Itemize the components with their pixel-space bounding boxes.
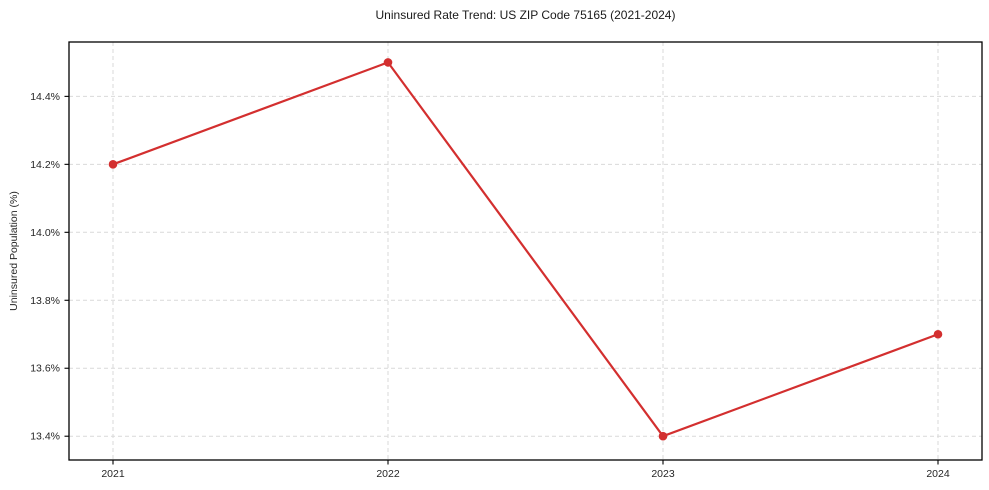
data-point-2024	[933, 329, 943, 339]
trend-line	[112, 61, 939, 438]
x-tick-label: 2021	[101, 468, 125, 480]
x-tick-label: 2023	[651, 468, 675, 480]
chart-title: Uninsured Rate Trend: US ZIP Code 75165 …	[375, 8, 676, 22]
y-tick-label: 13.8%	[30, 295, 60, 307]
y-tick-label: 13.4%	[30, 431, 60, 443]
y-tick-label: 14.0%	[30, 227, 60, 239]
y-tick-label: 14.2%	[30, 159, 60, 171]
x-tick-label: 2022	[376, 468, 400, 480]
x-tick-label: 2024	[926, 468, 950, 480]
data-point-2023	[658, 431, 668, 441]
y-tick-label: 14.4%	[30, 91, 60, 103]
data-point-2022	[383, 58, 393, 67]
axes-spines	[68, 41, 983, 461]
data-point-2021	[108, 160, 118, 169]
y-tick-label: 13.6%	[30, 363, 60, 375]
